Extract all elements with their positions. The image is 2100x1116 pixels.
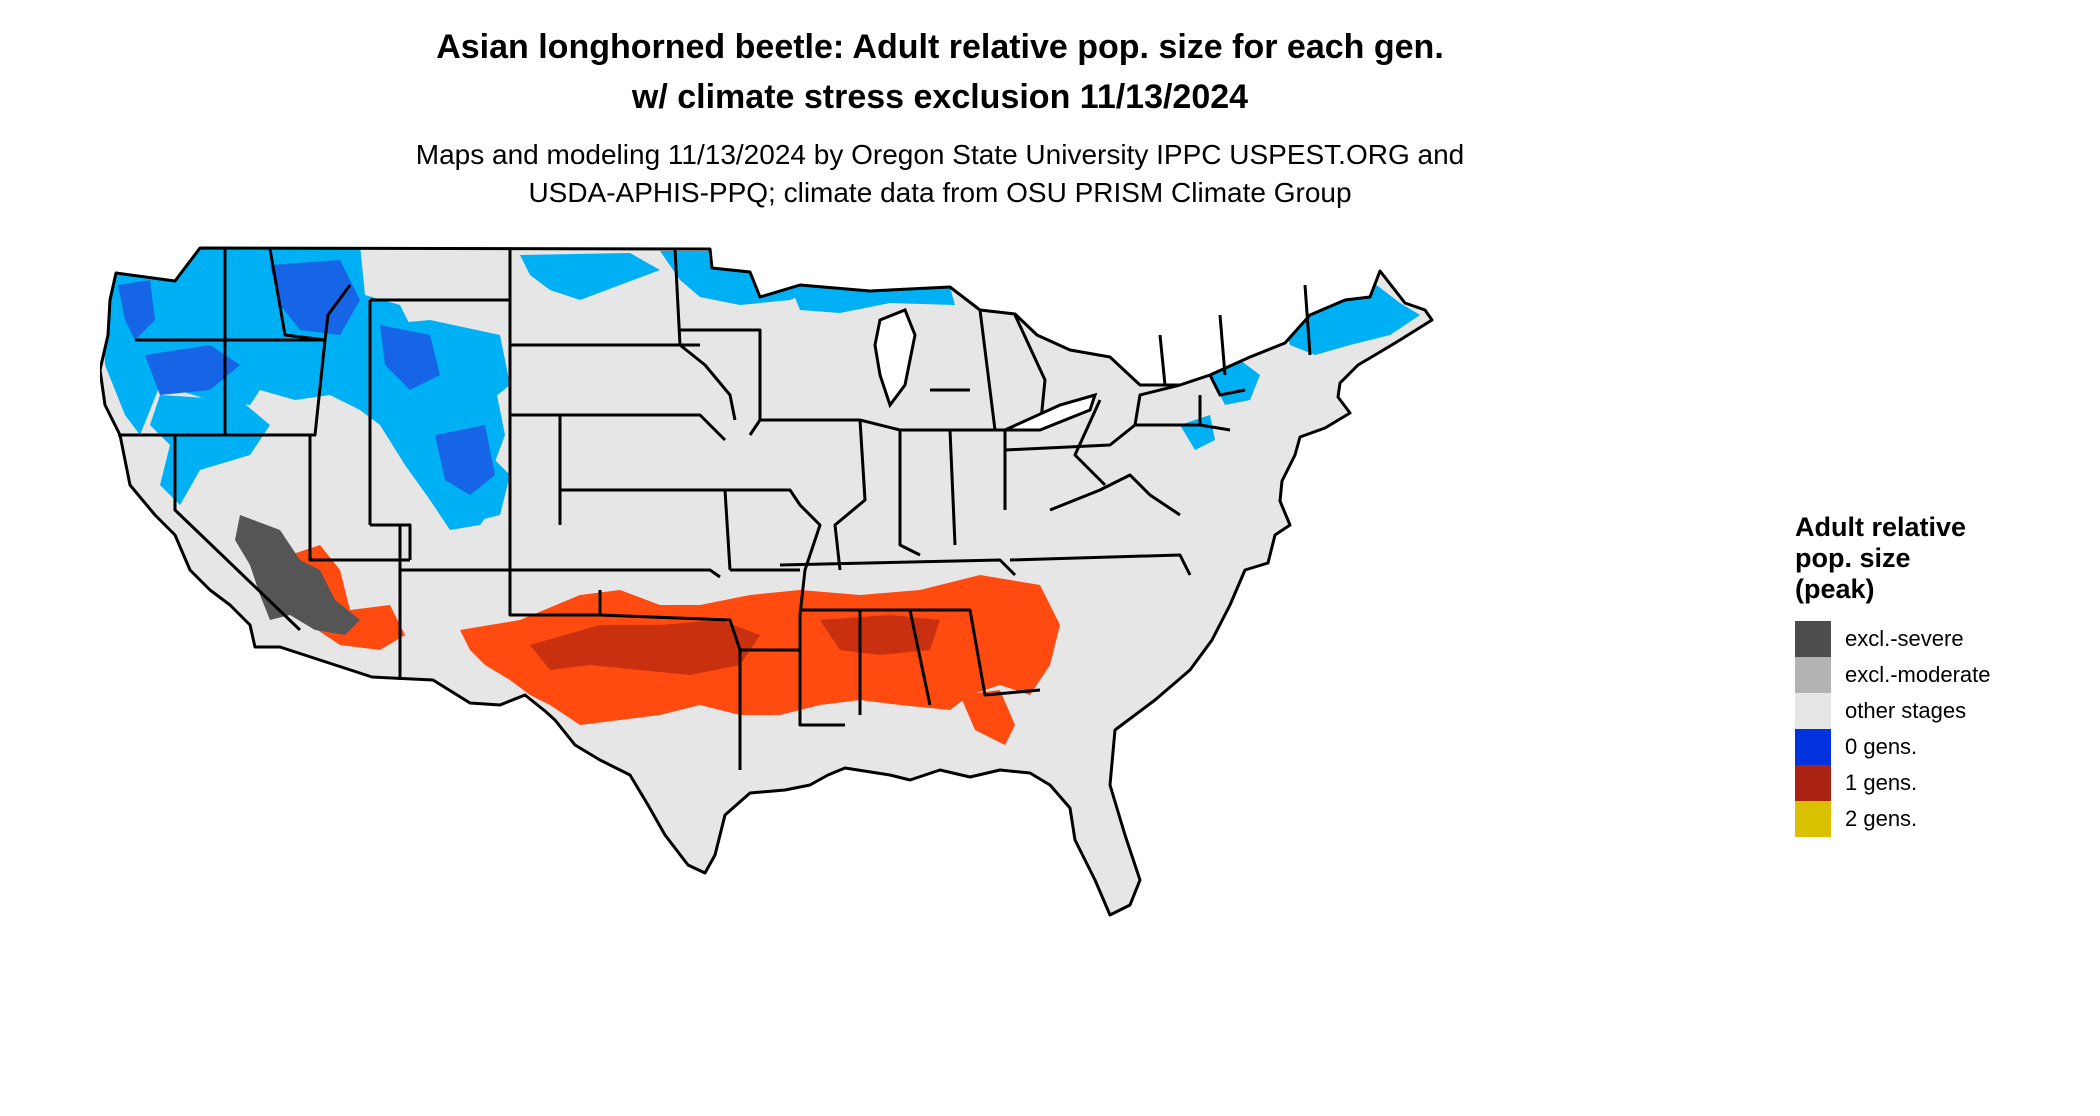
legend-label-2-gens: 2 gens. — [1845, 806, 1918, 831]
great-lakes — [873, 308, 1098, 432]
state-boundaries — [100, 246, 1434, 917]
zone-zero-gens-north-dakota — [520, 253, 660, 300]
legend-swatch-2-gens — [1795, 801, 1831, 837]
legend-title-line-1: Adult relative — [1795, 512, 1967, 542]
legend-swatch-1-gens — [1795, 765, 1831, 801]
us-map — [100, 246, 1434, 917]
zone-zero-gens-dark-wyoming — [380, 325, 440, 390]
map-title-line-1: Asian longhorned beetle: Adult relative … — [436, 28, 1444, 66]
zone-zero-gens-dark-colorado — [435, 425, 495, 495]
legend-title-line-2: pop. size — [1795, 543, 1911, 573]
legend-label-excl-moderate: excl.-moderate — [1845, 662, 1991, 687]
zone-zero-gens-upper-michigan — [790, 285, 955, 313]
zone-one-gen-dark-east — [820, 615, 940, 655]
legend-swatch-excl-severe — [1795, 621, 1831, 657]
legend-label-1-gens: 1 gens. — [1845, 770, 1918, 795]
zone-one-gen-dark-core — [530, 620, 760, 675]
legend-label-0-gens: 0 gens. — [1845, 734, 1918, 759]
legend-swatch-0-gens — [1795, 729, 1831, 765]
legend-swatch-excl-moderate — [1795, 657, 1831, 693]
legend-item-0-gens: 0 gens. — [1795, 729, 2095, 765]
zone-zero-gens-dark-idaho — [270, 260, 360, 335]
zone-zero-gens-dark-cascades — [118, 280, 155, 340]
national-outline — [100, 246, 1434, 917]
legend-label-other-stages: other stages — [1845, 698, 1967, 723]
map-subtitle-line-2: USDA-APHIS-PPQ; climate data from OSU PR… — [528, 177, 1352, 208]
subtitle-block: Maps and modeling 11/13/2024 by Oregon S… — [300, 136, 1580, 212]
lake-erie — [1004, 392, 1098, 432]
legend-title-line-3: (peak) — [1795, 574, 1875, 604]
map-title-line-2: w/ climate stress exclusion 11/13/2024 — [631, 78, 1249, 116]
legend-item-2-gens: 2 gens. — [1795, 801, 2095, 837]
legend: Adult relative pop. size (peak) excl.-se… — [1795, 512, 2095, 837]
legend-item-excl-moderate: excl.-moderate — [1795, 657, 2095, 693]
map-subtitle-line-1: Maps and modeling 11/13/2024 by Oregon S… — [415, 139, 1465, 170]
zone-one-gen-florida — [960, 690, 1015, 745]
legend-swatch-other-stages — [1795, 693, 1831, 729]
zone-excl-severe-desert — [235, 515, 360, 635]
legend-item-excl-severe: excl.-severe — [1795, 621, 2095, 657]
legend-title: Adult relative pop. size (peak) — [1795, 512, 2095, 605]
legend-item-1-gens: 1 gens. — [1795, 765, 2095, 801]
legend-label-excl-severe: excl.-severe — [1845, 626, 1964, 651]
title-block: Asian longhorned beetle: Adult relative … — [300, 22, 1580, 212]
zone-zero-gens-maine — [1280, 280, 1420, 355]
zone-zero-gens-great-basin — [150, 395, 270, 505]
legend-item-other-stages: other stages — [1795, 693, 2095, 729]
lake-michigan — [873, 308, 917, 409]
zone-zero-gens-minnesota — [660, 251, 830, 305]
zone-zero-gens-dark-oregon — [145, 345, 240, 395]
